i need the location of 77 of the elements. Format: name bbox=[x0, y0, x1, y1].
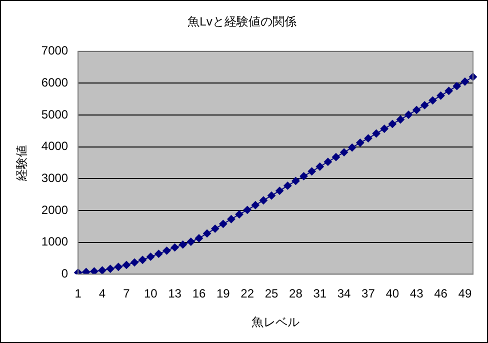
y-tick-label: 7000 bbox=[41, 44, 68, 58]
point bbox=[268, 192, 276, 200]
point bbox=[364, 134, 372, 142]
y-tick-label: 6000 bbox=[41, 76, 68, 90]
y-tick-label: 2000 bbox=[41, 202, 68, 217]
point bbox=[130, 258, 139, 266]
point bbox=[332, 153, 340, 162]
x-tick-label: 31 bbox=[313, 286, 327, 301]
point bbox=[412, 106, 421, 114]
x-tick-label: 16 bbox=[192, 286, 206, 301]
point bbox=[106, 264, 114, 273]
point bbox=[259, 196, 268, 204]
chart-title: 魚Lvと経験値の関係 bbox=[188, 14, 296, 29]
x-axis-title: 魚レベル bbox=[252, 315, 300, 330]
x-tick-label: 25 bbox=[264, 286, 279, 301]
point bbox=[428, 96, 437, 104]
x-tick-label: 34 bbox=[337, 286, 352, 301]
point bbox=[219, 220, 228, 228]
point bbox=[348, 144, 356, 152]
point bbox=[178, 240, 187, 249]
point bbox=[460, 78, 469, 86]
point bbox=[98, 266, 106, 274]
point bbox=[388, 120, 396, 128]
point bbox=[211, 224, 220, 233]
point bbox=[90, 267, 98, 274]
point bbox=[194, 234, 203, 242]
point bbox=[276, 186, 284, 195]
y-tick-label: 3000 bbox=[41, 171, 68, 186]
x-tick-label: 37 bbox=[362, 286, 376, 301]
x-tick-label: 13 bbox=[168, 286, 182, 301]
point bbox=[324, 158, 332, 166]
point bbox=[162, 246, 171, 255]
point bbox=[227, 215, 236, 224]
point bbox=[340, 148, 348, 156]
point bbox=[186, 238, 195, 246]
point bbox=[203, 229, 212, 238]
y-tick-label: 4000 bbox=[41, 139, 68, 154]
point bbox=[74, 268, 82, 274]
point bbox=[138, 256, 147, 264]
point bbox=[251, 201, 260, 210]
point bbox=[356, 138, 364, 147]
point bbox=[235, 210, 244, 218]
y-axis-title: 経験値 bbox=[14, 144, 29, 182]
x-tick-label: 43 bbox=[410, 286, 424, 301]
point bbox=[396, 116, 404, 124]
x-tick-label: 49 bbox=[458, 286, 472, 301]
x-tick-label: 7 bbox=[123, 286, 130, 301]
point bbox=[316, 162, 324, 171]
y-tick-label: 1000 bbox=[41, 234, 68, 249]
point bbox=[436, 92, 445, 100]
point bbox=[452, 82, 461, 90]
point bbox=[404, 110, 413, 119]
point bbox=[420, 101, 429, 110]
point bbox=[292, 176, 300, 185]
point bbox=[308, 167, 316, 176]
y-tick-label: 0 bbox=[61, 266, 68, 281]
x-tick-label: 40 bbox=[386, 286, 400, 301]
x-tick-label: 4 bbox=[98, 286, 106, 301]
x-tick-label: 1 bbox=[74, 286, 82, 301]
point bbox=[114, 262, 122, 271]
point bbox=[170, 243, 179, 252]
point bbox=[372, 130, 380, 138]
point bbox=[444, 86, 453, 95]
point bbox=[284, 182, 292, 190]
point bbox=[300, 172, 308, 180]
x-tick-label: 22 bbox=[240, 286, 254, 301]
point bbox=[243, 206, 252, 214]
y-tick-label: 5000 bbox=[41, 107, 68, 122]
x-tick-label: 28 bbox=[289, 286, 303, 301]
point bbox=[146, 252, 155, 261]
x-tick-label: 46 bbox=[434, 286, 448, 301]
x-tick-label: 19 bbox=[216, 286, 230, 301]
point bbox=[154, 250, 163, 258]
x-tick-label: 10 bbox=[144, 286, 158, 301]
point bbox=[82, 268, 90, 274]
point bbox=[122, 260, 130, 269]
point bbox=[380, 124, 388, 133]
